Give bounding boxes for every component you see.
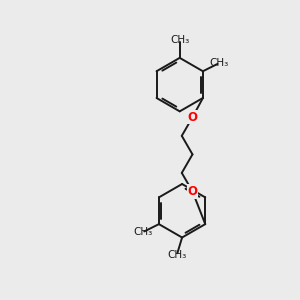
Text: CH₃: CH₃ [133, 227, 153, 237]
Text: O: O [188, 111, 197, 124]
Text: CH₃: CH₃ [167, 250, 187, 260]
Text: CH₃: CH₃ [209, 58, 229, 68]
Text: O: O [188, 185, 197, 198]
Text: CH₃: CH₃ [170, 35, 189, 45]
